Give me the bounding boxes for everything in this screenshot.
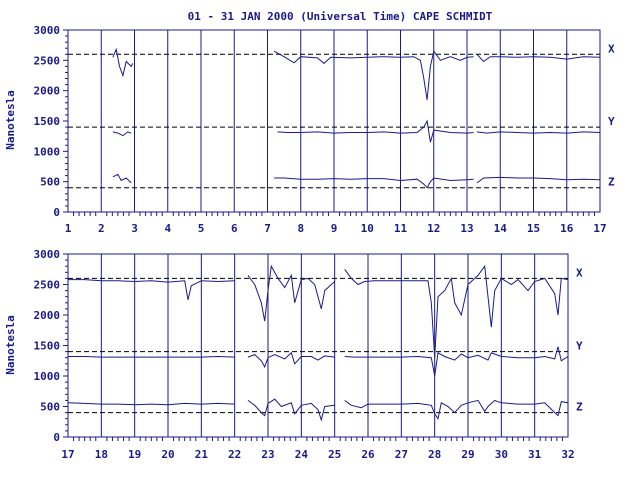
series-x-label: X (608, 42, 615, 55)
x-tick-label: 29 (461, 448, 474, 461)
series-z-trace (112, 173, 601, 189)
x-tick-label: 16 (560, 222, 574, 235)
series-y-label: Y (576, 340, 583, 353)
y-tick-label: 1000 (34, 145, 61, 158)
x-tick-label: 31 (528, 448, 542, 461)
x-tick-label: 24 (295, 448, 309, 461)
chart-title: 01 - 31 JAN 2000 (Universal Time) CAPE S… (188, 10, 493, 23)
y-tick-label: 500 (40, 176, 60, 189)
x-tick-label: 13 (460, 222, 473, 235)
x-tick-label: 14 (494, 222, 508, 235)
series-z-label: Z (576, 401, 583, 414)
x-tick-label: 22 (228, 448, 241, 461)
x-tick-label: 10 (361, 222, 374, 235)
y-axis-title-bottom: Nanotesla (4, 315, 17, 375)
y-tick-label: 1500 (34, 340, 61, 353)
x-tick-label: 1 (65, 222, 72, 235)
y-tick-label: 0 (53, 431, 60, 444)
x-tick-label: 17 (593, 222, 606, 235)
x-tick-label: 25 (328, 448, 341, 461)
x-tick-label: 11 (394, 222, 408, 235)
x-tick-label: 8 (297, 222, 304, 235)
x-tick-label: 3 (131, 222, 138, 235)
x-tick-label: 30 (495, 448, 508, 461)
y-tick-label: 3000 (34, 24, 61, 37)
x-tick-label: 26 (361, 448, 375, 461)
x-tick-label: 27 (395, 448, 408, 461)
series-x-trace (112, 47, 601, 100)
panel-top: 1 2 3 4 5 6 7 8 9 10 11 12 13 14 15 16 17050010001500200… (34, 24, 616, 235)
y-tick-label: 2000 (34, 85, 61, 98)
x-tick-label: 15 (527, 222, 540, 235)
x-tick-label: 2 (98, 222, 105, 235)
series-x-trace (68, 264, 569, 358)
x-tick-label: 23 (261, 448, 274, 461)
series-y-trace (112, 119, 601, 143)
y-tick-label: 3000 (34, 248, 61, 261)
x-tick-label: 5 (198, 222, 205, 235)
y-tick-label: 500 (40, 401, 60, 414)
x-tick-label: 6 (231, 222, 238, 235)
x-tick-label: 17 (61, 448, 74, 461)
x-tick-label: 7 (264, 222, 271, 235)
series-x-label: X (576, 266, 583, 279)
x-tick-label: 12 (427, 222, 440, 235)
x-tick-label: 18 (95, 448, 108, 461)
x-tick-label: 4 (164, 222, 171, 235)
x-tick-label: 9 (331, 222, 338, 235)
y-tick-label: 2500 (34, 54, 61, 67)
y-tick-label: 1500 (34, 115, 61, 128)
x-tick-label: 32 (561, 448, 574, 461)
series-y-label: Y (608, 115, 615, 128)
y-tick-label: 2500 (34, 279, 61, 292)
series-z-trace (67, 398, 569, 422)
x-tick-label: 19 (128, 448, 141, 461)
series-y-trace (68, 346, 569, 377)
x-tick-label: 20 (161, 448, 174, 461)
y-tick-label: 2000 (34, 309, 61, 322)
y-tick-label: 1000 (34, 370, 61, 383)
series-z-label: Z (608, 176, 615, 189)
y-axis-title-top: Nanotesla (4, 90, 17, 150)
x-tick-label: 21 (195, 448, 209, 461)
panel-bottom: 17 18 19 20 21 22 23 24 25 26 27 28 29 30 31 32 0 500 1000… (34, 248, 584, 461)
y-tick-label: 0 (53, 206, 60, 219)
x-tick-label: 28 (428, 448, 441, 461)
